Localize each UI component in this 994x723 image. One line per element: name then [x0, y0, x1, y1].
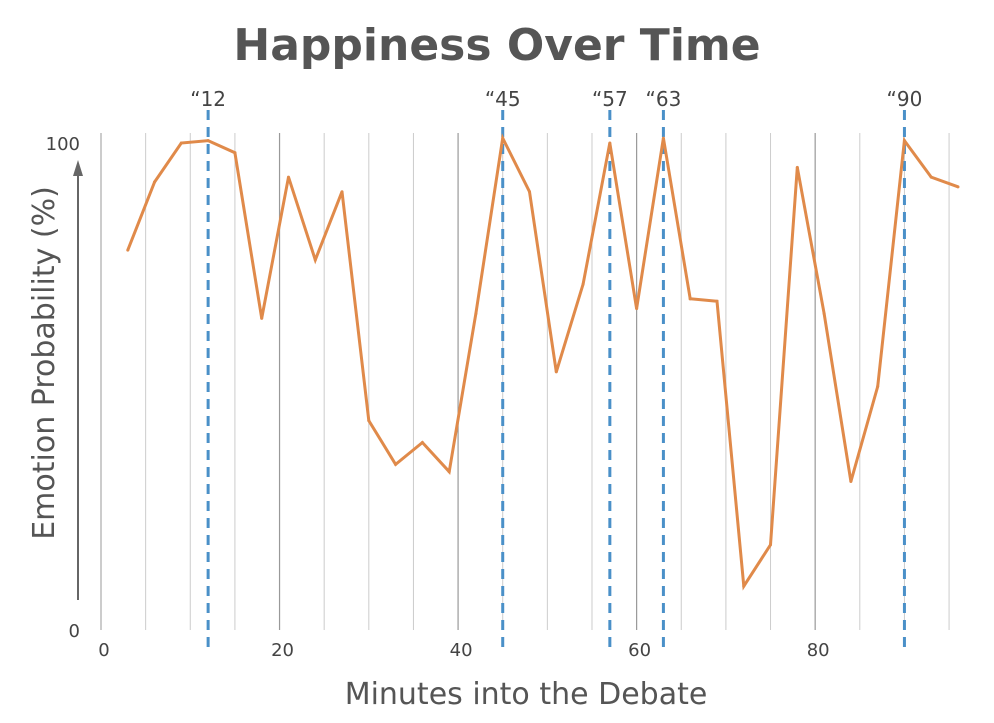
data-point	[635, 307, 639, 311]
reference-lines: “12 “45 “57 “63 “90	[190, 87, 922, 652]
data-point	[474, 311, 478, 315]
data-point	[126, 248, 130, 252]
data-point	[340, 190, 344, 194]
data-point	[554, 370, 558, 374]
data-point	[581, 282, 585, 286]
data-point	[394, 462, 398, 466]
data-point	[902, 139, 906, 143]
data-point	[233, 151, 237, 155]
x-tick-label: 40	[450, 640, 473, 661]
data-point	[608, 141, 612, 145]
data-point	[715, 299, 719, 303]
data-point	[956, 185, 960, 189]
reference-line-label: “90	[887, 87, 923, 111]
x-tick-label: 80	[807, 640, 830, 661]
data-point	[661, 136, 665, 140]
data-point	[206, 139, 210, 143]
data-point	[688, 297, 692, 301]
chart-title: Happiness Over Time	[233, 20, 760, 71]
series-layer	[126, 133, 960, 591]
x-tick-label: 20	[271, 640, 294, 661]
data-point	[528, 190, 531, 194]
y-axis-label: Emotion Probability (%)	[27, 186, 62, 540]
data-point	[501, 136, 505, 140]
data-point	[849, 479, 853, 483]
data-point	[929, 175, 933, 179]
y-axis-arrowhead	[73, 160, 83, 176]
x-tick-label: 0	[98, 640, 109, 661]
data-point	[742, 584, 746, 588]
data-point	[260, 316, 264, 320]
reference-line-label: “12	[190, 87, 226, 111]
data-point	[313, 258, 317, 262]
data-point	[179, 141, 183, 145]
reference-line-label: “45	[485, 87, 521, 111]
grid-layer	[100, 133, 950, 630]
data-point	[795, 165, 799, 169]
x-axis-label: Minutes into the Debate	[345, 677, 708, 712]
data-point	[822, 311, 826, 315]
reference-line-label: “57	[592, 87, 628, 111]
data-point	[769, 543, 773, 547]
data-point	[876, 385, 880, 388]
data-point	[286, 175, 290, 179]
data-point	[420, 441, 424, 445]
y-tick-label: 0	[69, 621, 80, 642]
series-line	[126, 133, 959, 591]
reference-line-label: “63	[646, 87, 682, 111]
data-point	[153, 180, 157, 184]
x-tick-label: 60	[628, 640, 651, 661]
axis-layer: 0 100 0 20 40 60 80	[46, 134, 830, 661]
data-point	[447, 470, 451, 474]
y-tick-label: 100	[46, 134, 80, 155]
data-point	[367, 419, 371, 423]
